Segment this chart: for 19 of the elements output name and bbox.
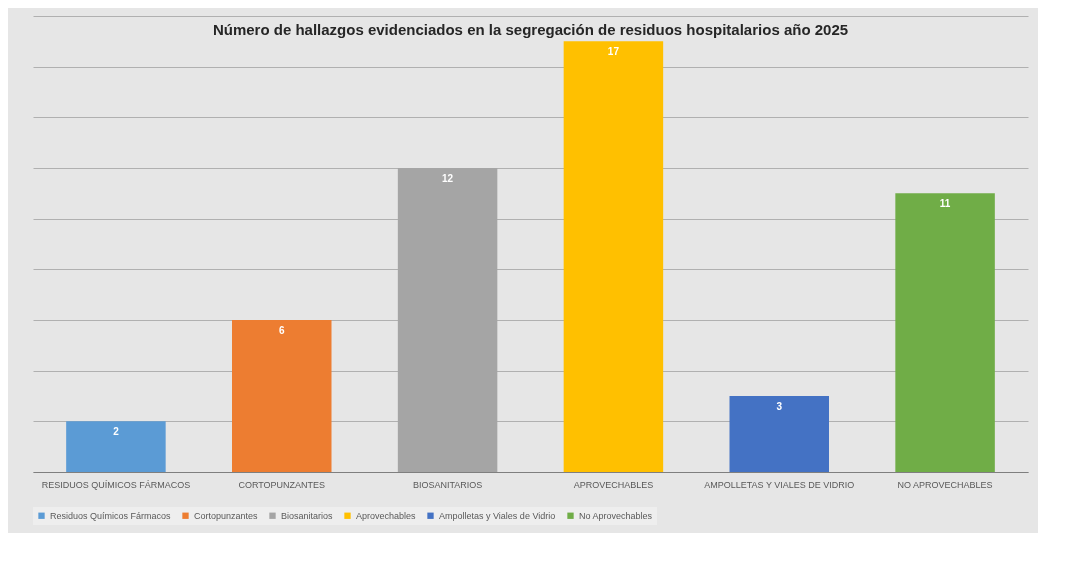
- data-label: 6: [278, 325, 285, 336]
- legend-label: Aprovechables: [356, 510, 417, 521]
- chart-title: Número de hallazgos evidenciados en la segregación de residuos hospitalarios año 2025: [212, 21, 849, 38]
- data-label: 2: [113, 426, 120, 438]
- legend-label: Ampolletas y Viales de Vidrio: [439, 510, 556, 521]
- x-tick-label: APROVECHABLES: [573, 479, 654, 490]
- legend-label: Cortopunzantes: [194, 510, 259, 521]
- legend-label: No Aprovechables: [579, 510, 653, 521]
- x-tick-label: RESIDUOS QUÍMICOS FÁRMACOS: [41, 479, 191, 490]
- x-tick-label: BIOSANITARIOS: [412, 479, 483, 490]
- data-label: 12: [442, 173, 454, 184]
- x-tick-label: CORTOPUNZANTES: [238, 479, 326, 490]
- legend-label: Residuos Químicos Fármacos: [50, 510, 172, 521]
- x-tick-label: NO APROVECHABLES: [897, 479, 993, 490]
- data-label: 11: [939, 198, 951, 210]
- data-label: 17: [607, 46, 620, 58]
- legend-label: Biosanitarios: [281, 510, 334, 521]
- x-tick-label: AMPOLLETAS Y VIALES DE VIDRIO: [704, 479, 855, 490]
- data-label: 3: [776, 401, 783, 412]
